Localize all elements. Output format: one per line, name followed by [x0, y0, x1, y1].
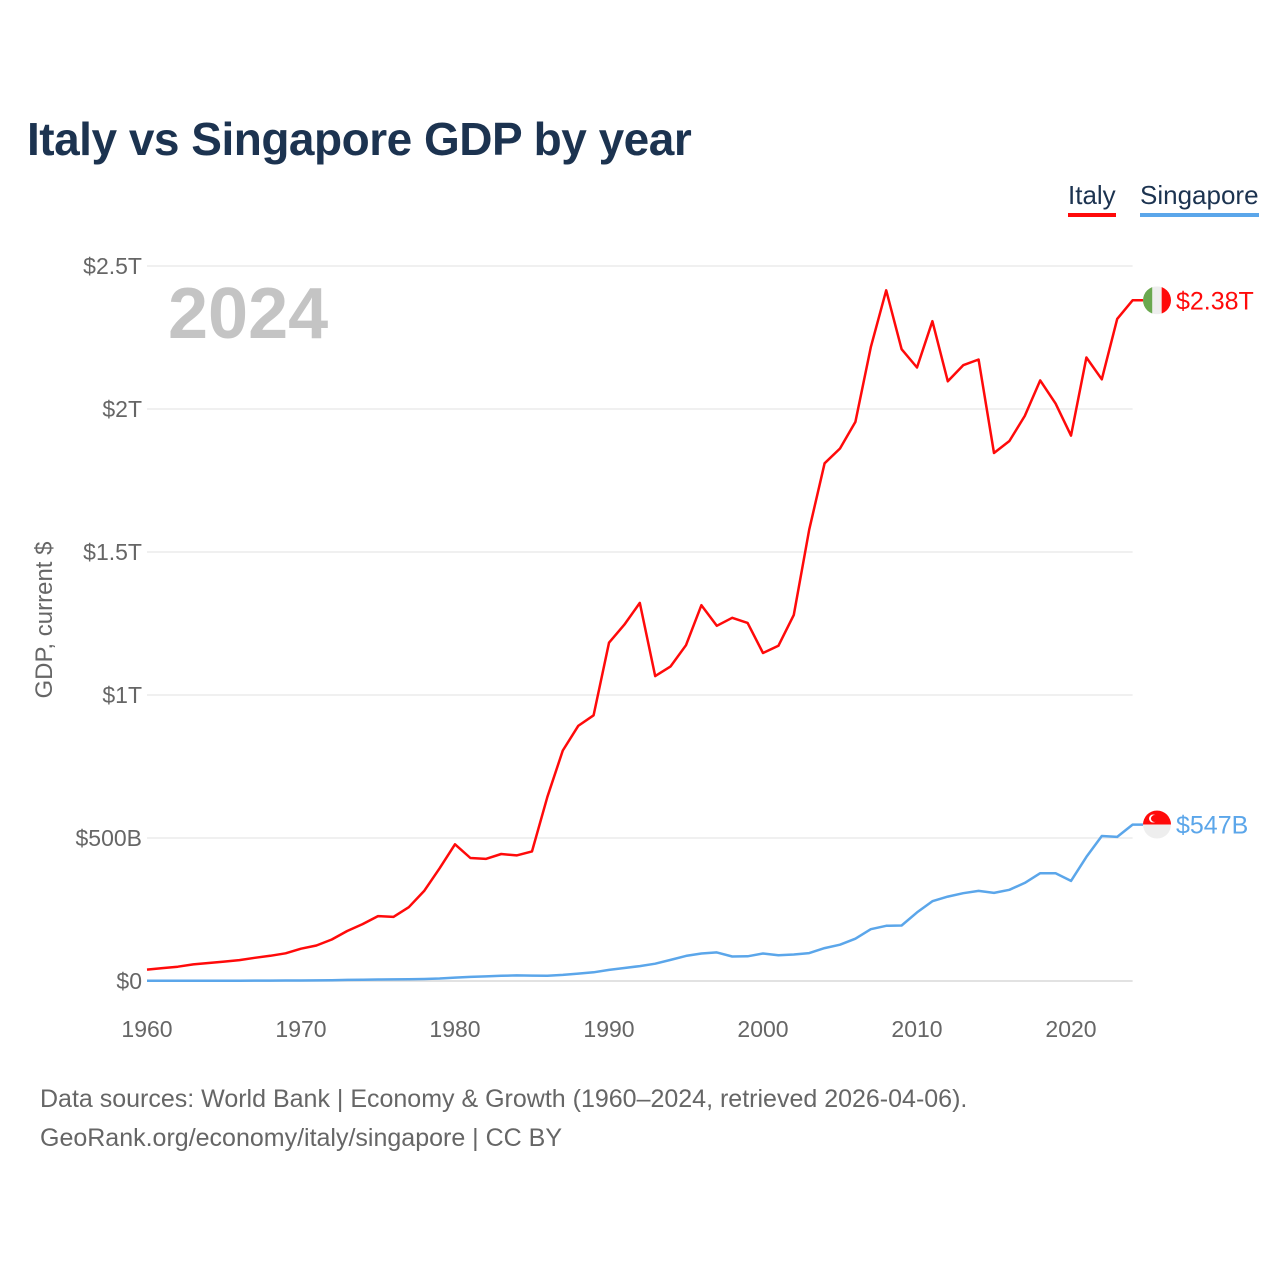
end-value-label: $547B	[1176, 812, 1248, 840]
x-tick-label: 1960	[121, 1016, 172, 1042]
flag-moon-cut	[1151, 815, 1158, 823]
flag-white	[1143, 824, 1171, 839]
legend-singapore[interactable]: Singapore	[1140, 180, 1259, 217]
x-tick-label: 2000	[737, 1016, 788, 1042]
x-tick-label: 1970	[275, 1016, 326, 1042]
y-tick-label: $1.5T	[83, 539, 142, 565]
flag-white	[1152, 286, 1162, 315]
y-tick-label: $2T	[102, 396, 142, 422]
year-watermark: 2024	[168, 274, 328, 354]
y-tick-label: $500B	[75, 825, 142, 851]
footer-sources: Data sources: World Bank | Economy & Gro…	[40, 1085, 968, 1113]
singapore-flag-icon	[1143, 810, 1171, 839]
x-tick-label: 2020	[1045, 1016, 1096, 1042]
x-tick-label: 1980	[429, 1016, 480, 1042]
end-value-label: $2.38T	[1176, 287, 1254, 315]
series-line-italy	[146, 289, 1143, 971]
flag-red	[1161, 286, 1171, 315]
chart-title: Italy vs Singapore GDP by year	[27, 113, 692, 165]
legend-italy[interactable]: Italy	[1068, 180, 1116, 217]
flag-body	[1143, 286, 1171, 315]
flag-body	[1143, 810, 1171, 839]
x-tick-label: 2010	[891, 1016, 942, 1042]
y-tick-label: $0	[116, 968, 142, 994]
flag-green	[1143, 286, 1153, 315]
footer-credit[interactable]: GeoRank.org/economy/italy/singapore | CC…	[40, 1124, 563, 1152]
series-line-singapore	[147, 823, 1143, 983]
y-axis-label: GDP, current $	[31, 542, 58, 699]
y-tick-label: $1T	[102, 682, 142, 708]
x-tick-label: 1990	[583, 1016, 634, 1042]
y-tick-label: $2.5T	[83, 253, 142, 279]
italy-flag-icon	[1143, 286, 1171, 315]
